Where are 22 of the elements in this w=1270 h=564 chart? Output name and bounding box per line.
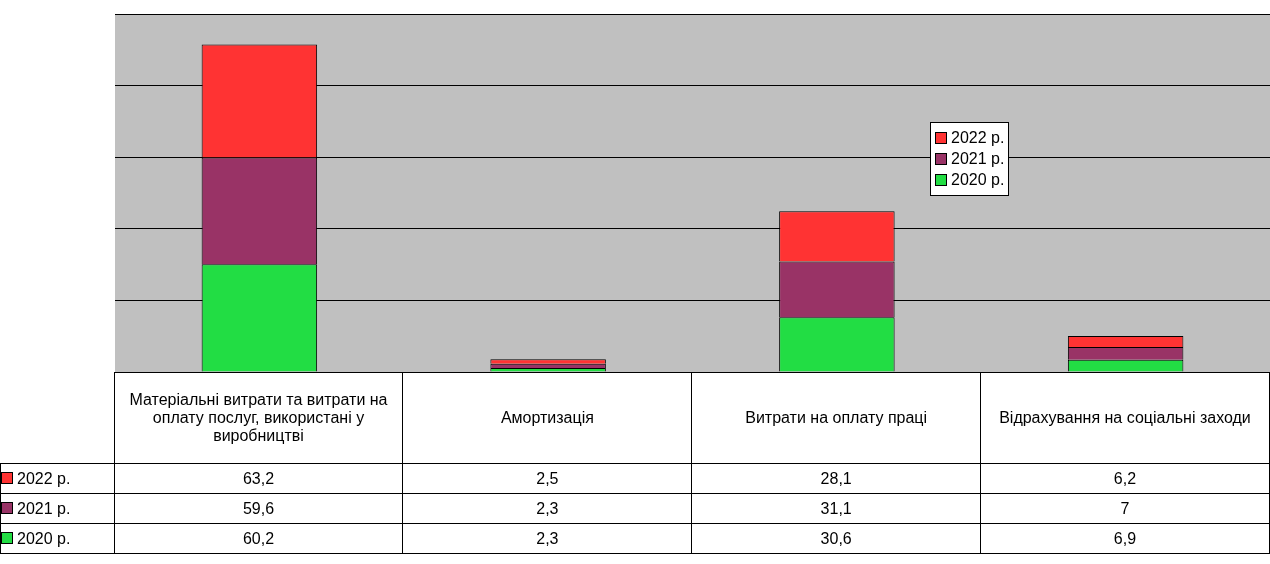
text: 2021 р.: [17, 499, 71, 517]
text: 2022 р.: [17, 469, 71, 487]
text: 2020 р.: [17, 529, 71, 547]
x-tick-label: Амортизація: [402, 372, 692, 464]
x-tick-label: Матеріальні витрати та витрати на оплату послуг, використані у виробництві: [114, 372, 403, 464]
data-label: 28,1: [691, 463, 981, 494]
data-label: 31,1: [691, 493, 981, 524]
data-label: 6,2: [980, 463, 1270, 494]
data-label: 59,6: [114, 493, 403, 524]
data-label: 2,5: [402, 463, 692, 494]
legend-label: 2021 р.: [950, 150, 1005, 168]
data-label: 60,2: [114, 523, 403, 554]
data-label: 2,3: [402, 523, 692, 554]
data-label: 30,6: [691, 523, 981, 554]
data-label: 63,2: [114, 463, 403, 494]
x-tick-label: Відрахування на соціальні заходи: [980, 372, 1270, 464]
x-tick-label: Витрати на оплату праці: [691, 372, 981, 464]
legend-label: 2022 р.: [950, 129, 1005, 147]
legend-label: 2020 р.: [950, 171, 1005, 189]
data-label: 2,3: [402, 493, 692, 524]
data-label: 7: [980, 493, 1270, 524]
data-label: 6,9: [980, 523, 1270, 554]
